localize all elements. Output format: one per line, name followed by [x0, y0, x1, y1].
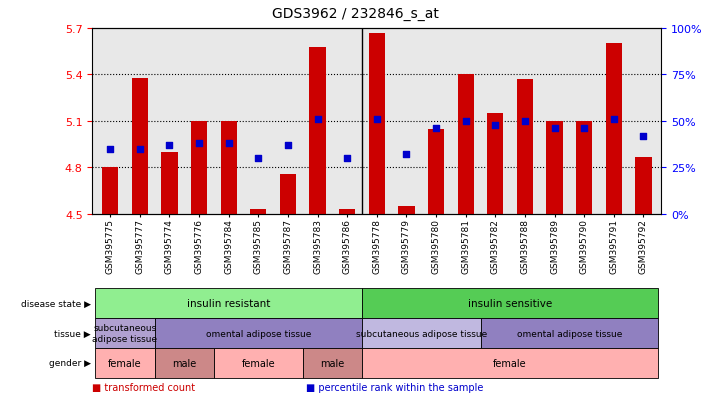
Text: female: female: [242, 358, 275, 368]
Point: [549, 126, 560, 132]
Text: male: male: [320, 358, 345, 368]
Text: insulin resistant: insulin resistant: [187, 299, 270, 309]
Point: [638, 133, 649, 140]
Text: gender ▶: gender ▶: [49, 358, 91, 368]
Bar: [132, 78, 148, 214]
Bar: [487, 114, 503, 214]
Bar: [250, 210, 267, 214]
Bar: [458, 75, 474, 214]
Point: [282, 142, 294, 149]
Bar: [339, 210, 356, 214]
Bar: [398, 206, 415, 214]
Bar: [606, 44, 622, 214]
Bar: [191, 121, 207, 214]
Text: ■ transformed count: ■ transformed count: [92, 382, 196, 392]
Point: [401, 152, 412, 158]
Point: [519, 118, 530, 125]
Bar: [517, 80, 533, 214]
Point: [430, 126, 442, 132]
Text: tissue ▶: tissue ▶: [54, 329, 91, 338]
Point: [579, 126, 590, 132]
Bar: [309, 47, 326, 214]
Text: omental adipose tissue: omental adipose tissue: [205, 329, 311, 338]
Text: male: male: [172, 358, 196, 368]
Bar: [280, 174, 296, 214]
Bar: [369, 33, 385, 214]
Bar: [636, 157, 651, 214]
Text: subcutaneous
adipose tissue: subcutaneous adipose tissue: [92, 324, 158, 343]
Point: [164, 142, 175, 149]
Text: female: female: [108, 358, 141, 368]
Bar: [576, 121, 592, 214]
Bar: [547, 121, 562, 214]
Point: [490, 122, 501, 128]
Point: [608, 116, 619, 123]
Bar: [161, 152, 178, 214]
Point: [460, 118, 471, 125]
Bar: [102, 168, 118, 214]
Text: ■ percentile rank within the sample: ■ percentile rank within the sample: [306, 382, 483, 392]
Point: [105, 146, 116, 153]
Point: [312, 116, 324, 123]
Text: insulin sensitive: insulin sensitive: [468, 299, 552, 309]
Bar: [220, 121, 237, 214]
Point: [252, 155, 264, 162]
Text: disease state ▶: disease state ▶: [21, 299, 91, 308]
Point: [341, 155, 353, 162]
Point: [193, 140, 205, 147]
Text: omental adipose tissue: omental adipose tissue: [517, 329, 622, 338]
Bar: [428, 129, 444, 214]
Point: [371, 116, 383, 123]
Text: female: female: [493, 358, 527, 368]
Point: [223, 140, 235, 147]
Text: GDS3962 / 232846_s_at: GDS3962 / 232846_s_at: [272, 7, 439, 21]
Text: subcutaneous adipose tissue: subcutaneous adipose tissue: [356, 329, 487, 338]
Point: [134, 146, 146, 153]
